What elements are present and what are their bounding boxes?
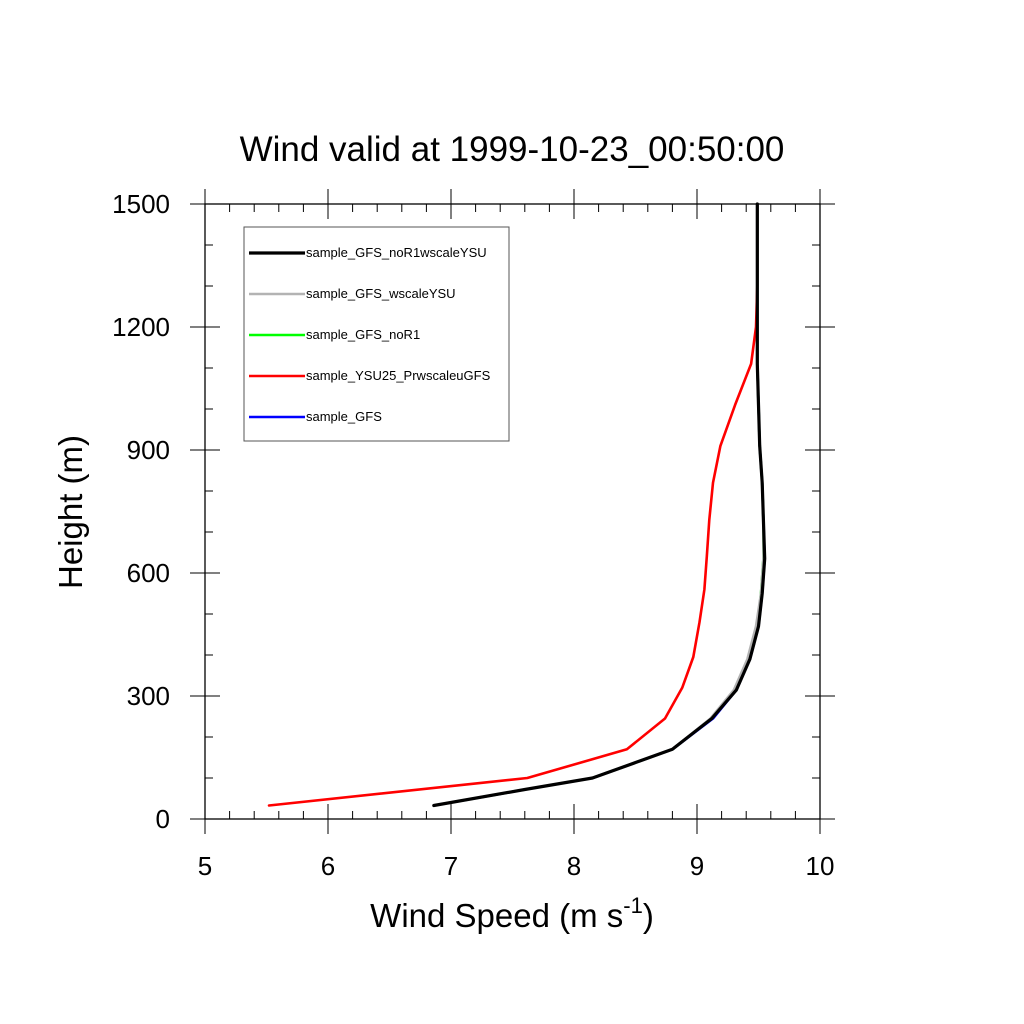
series-lines <box>267 202 767 808</box>
y-tick-labels: 0 300 600 900 1200 1500 <box>112 189 170 834</box>
legend-label: sample_YSU25_PrwscaleuGFS <box>306 368 491 383</box>
legend-label: sample_GFS_noR1wscaleYSU <box>306 245 487 260</box>
x-axis-label: Wind Speed (m s-1) <box>370 893 654 934</box>
legend-label: sample_GFS <box>306 409 382 424</box>
series-line-sample-gfs-nor1wscaleysu <box>432 202 767 808</box>
y-tick-label: 0 <box>156 804 170 834</box>
x-tick-label: 9 <box>690 851 704 881</box>
y-tick-label: 600 <box>127 558 170 588</box>
x-tick-label: 7 <box>444 851 458 881</box>
x-axis-label-suffix: ) <box>643 897 654 934</box>
legend-label: sample_GFS_noR1 <box>306 327 420 342</box>
x-tick-label: 6 <box>321 851 335 881</box>
x-tick-label: 10 <box>806 851 835 881</box>
y-tick-label: 300 <box>127 681 170 711</box>
x-tick-label: 5 <box>198 851 212 881</box>
legend: sample_GFS_noR1wscaleYSU sample_GFS_wscal… <box>243 226 510 442</box>
x-axis-label-superscript: -1 <box>623 893 643 918</box>
y-tick-label: 1500 <box>112 189 170 219</box>
chart-title: Wind valid at 1999-10-23_00:50:00 <box>240 130 785 169</box>
tick-marks <box>190 189 835 834</box>
x-tick-label: 8 <box>567 851 581 881</box>
plot-frame <box>204 203 821 820</box>
y-tick-label: 1200 <box>112 312 170 342</box>
legend-label: sample_GFS_wscaleYSU <box>306 286 456 301</box>
x-tick-labels: 5 6 7 8 9 10 <box>198 851 835 881</box>
y-axis-label: Height (m) <box>52 435 89 589</box>
y-tick-label: 900 <box>127 435 170 465</box>
x-axis-label-main: Wind Speed (m s <box>370 897 623 934</box>
